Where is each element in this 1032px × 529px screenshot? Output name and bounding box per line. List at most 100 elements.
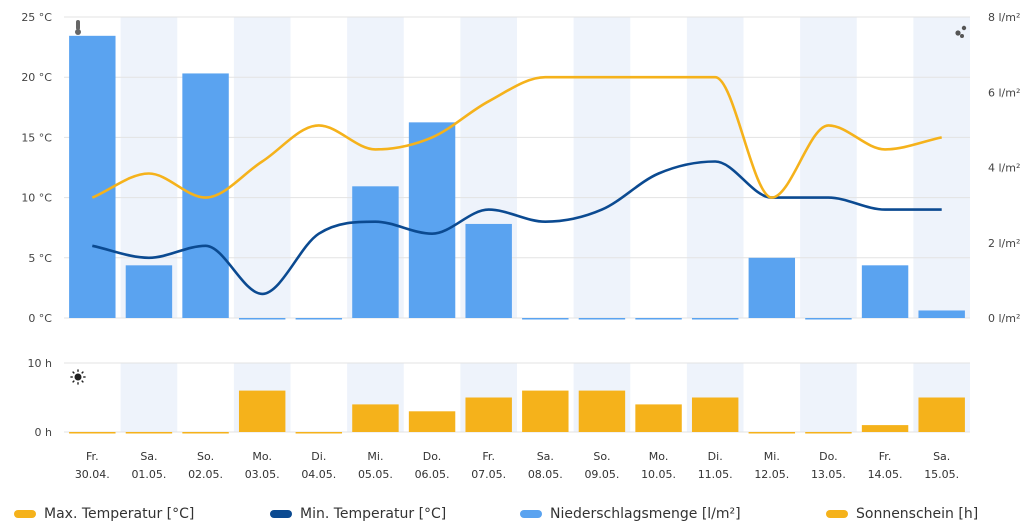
sunshine-bar — [238, 390, 286, 432]
temp-axis-tick: 10 °C — [21, 192, 52, 205]
raindrops-icon-drop — [961, 25, 967, 31]
legend-label: Max. Temperatur [°C] — [44, 506, 195, 522]
sun-axis-tick: 10 h — [28, 357, 52, 370]
x-tick-date: 06.05. — [415, 468, 450, 481]
sunshine-bar — [635, 404, 682, 432]
precip-axis-tick: 6 l/m² — [988, 86, 1020, 99]
legend-swatch — [270, 510, 292, 518]
precip-bar — [861, 265, 909, 318]
sunshine-bar — [691, 397, 739, 432]
temp-axis-tick: 20 °C — [21, 71, 52, 84]
x-tick-date: 01.05. — [131, 468, 166, 481]
x-tick-day: So. — [593, 450, 610, 463]
sunshine-bar — [465, 397, 512, 432]
precip-axis-tick: 0 l/m² — [988, 312, 1020, 325]
sunshine-bar — [861, 425, 909, 432]
sunshine-bar — [578, 390, 626, 432]
x-tick-date: 12.05. — [754, 468, 789, 481]
legend-label: Min. Temperatur [°C] — [300, 506, 447, 522]
sunshine-bar — [125, 432, 173, 434]
legend-swatch — [14, 510, 36, 518]
x-tick-date: 09.05. — [584, 468, 619, 481]
x-tick-date: 08.05. — [528, 468, 563, 481]
plot-band-bottom — [120, 363, 178, 432]
sunshine-bar — [522, 390, 569, 432]
sunshine-bar — [805, 432, 852, 434]
thermometer-icon-bulb — [75, 29, 81, 35]
x-tick-day: Mi. — [367, 450, 383, 463]
raindrops-icon — [955, 30, 961, 36]
sun-icon-ray — [72, 380, 75, 383]
sun-icon — [74, 373, 82, 381]
x-tick-day: Mo. — [649, 450, 669, 463]
precip-axis-tick: 4 l/m² — [988, 162, 1020, 175]
x-tick-date: 10.05. — [641, 468, 676, 481]
min-temp-line — [92, 160, 942, 296]
sun-icon-ray — [81, 380, 84, 383]
sunshine-bar — [295, 432, 343, 434]
x-tick-date: 14.05. — [868, 468, 903, 481]
sunshine-bar — [182, 432, 229, 434]
legend-label: Niederschlagsmenge [l/m²] — [550, 506, 741, 522]
temp-axis-tick: 15 °C — [21, 131, 52, 144]
x-tick-date: 04.05. — [301, 468, 336, 481]
plot-band-bottom — [800, 363, 857, 432]
legend-label: Sonnenschein [h] — [856, 506, 979, 522]
precip-bar — [635, 318, 682, 320]
precip-bar — [69, 35, 116, 318]
precip-bar — [805, 318, 852, 320]
legend-item[interactable]: Min. Temperatur [°C] — [270, 506, 446, 522]
x-tick-day: Do. — [819, 450, 838, 463]
sunshine-bar — [408, 411, 456, 432]
legend-swatch — [826, 510, 848, 518]
legend-item[interactable]: Sonnenschein [h] — [826, 506, 978, 522]
sunshine-bar — [69, 432, 116, 434]
sunshine-bar — [748, 432, 796, 434]
plot-band-top — [233, 17, 291, 318]
legend-item[interactable]: Max. Temperatur [°C] — [14, 506, 194, 522]
x-tick-day: Fr. — [482, 450, 495, 463]
plot-band-top — [573, 17, 631, 318]
x-tick-date: 03.05. — [245, 468, 280, 481]
plot-band-top — [800, 17, 857, 318]
x-tick-day: Sa. — [933, 450, 950, 463]
temp-axis-tick: 0 °C — [28, 312, 52, 325]
precip-axis-tick: 2 l/m² — [988, 237, 1020, 250]
precip-bar — [352, 186, 399, 318]
precip-bar — [295, 318, 343, 320]
precip-bar — [522, 318, 569, 320]
x-tick-day: So. — [197, 450, 214, 463]
x-tick-day: Fr. — [879, 450, 892, 463]
x-tick-date: 15.05. — [924, 468, 959, 481]
precip-bar — [691, 318, 739, 320]
chart-canvas: 0 °C 5 °C 10 °C 15 °C 20 °C 25 °C 0 l/m² 2 l/m²… — [21, 11, 1020, 481]
x-tick-date: 05.05. — [358, 468, 393, 481]
thermometer-icon — [76, 20, 80, 30]
sunshine-bar — [352, 404, 399, 432]
plot-band-top — [913, 17, 970, 318]
chart-legend: Max. Temperatur [°C] Min. Temperatur [°C]… — [0, 500, 1032, 528]
x-tick-day: Sa. — [537, 450, 554, 463]
temp-axis-tick: 25 °C — [21, 11, 52, 24]
x-tick-date: 07.05. — [471, 468, 506, 481]
precip-bar — [918, 310, 965, 318]
raindrops-icon-drop — [960, 34, 964, 38]
temp-axis-tick: 5 °C — [28, 252, 52, 265]
x-tick-day: Di. — [311, 450, 326, 463]
sunshine-bar — [918, 397, 965, 432]
legend-swatch — [520, 510, 542, 518]
precip-bar — [238, 318, 286, 320]
plot-band-top — [686, 17, 744, 318]
x-tick-day: Fr. — [86, 450, 99, 463]
x-tick-day: Mi. — [764, 450, 780, 463]
precip-bar — [578, 318, 626, 320]
x-tick-date: 11.05. — [698, 468, 733, 481]
precip-axis-tick: 8 l/m² — [988, 11, 1020, 24]
precip-bar — [465, 223, 512, 318]
sun-icon-ray — [72, 371, 75, 374]
legend-item[interactable]: Niederschlagsmenge [l/m²] — [520, 506, 741, 522]
x-tick-day: Do. — [423, 450, 442, 463]
precip-bar — [748, 257, 796, 318]
precip-bar — [182, 73, 229, 318]
